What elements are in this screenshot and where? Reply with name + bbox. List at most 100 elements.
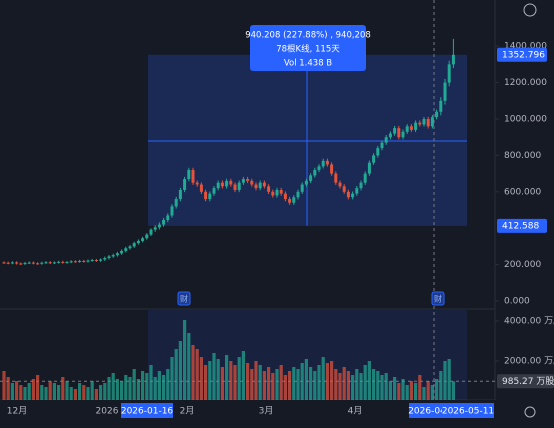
volume-bar — [90, 381, 94, 401]
volume-bar — [166, 369, 170, 401]
candle-body — [292, 197, 296, 203]
candle-body — [141, 238, 145, 241]
candle-body — [397, 128, 401, 138]
volume-bar — [149, 365, 153, 401]
volume-bar — [19, 385, 23, 401]
candle-body — [254, 184, 258, 189]
volume-bar — [250, 369, 254, 401]
candle-body — [27, 262, 31, 264]
candle-body — [443, 82, 447, 101]
volume-bar — [187, 333, 191, 401]
candle-body — [191, 169, 195, 183]
candle-body — [204, 191, 208, 200]
badge-label: 财 — [434, 294, 442, 304]
candle-body — [183, 179, 187, 190]
candle-body — [166, 215, 170, 221]
volume-bar — [246, 363, 250, 401]
volume-bar — [426, 381, 430, 401]
candle-body — [430, 117, 434, 127]
candle-body — [48, 262, 52, 264]
volume-bar — [292, 367, 296, 401]
y-tick-label: 4000.00 万股 — [504, 316, 554, 327]
candle-body — [439, 100, 443, 112]
measure-tooltip — [250, 25, 366, 71]
candle-body — [384, 137, 388, 143]
candle-body — [283, 193, 287, 200]
volume-tag — [497, 374, 554, 389]
candle-body — [52, 262, 56, 264]
volume-bar — [124, 375, 128, 401]
candle-body — [317, 166, 321, 170]
volume-bar — [388, 381, 392, 401]
price-tag — [497, 47, 547, 62]
candle-body — [388, 133, 392, 138]
volume-bar — [216, 359, 220, 401]
volume-bar — [401, 379, 405, 401]
volume-bar — [405, 385, 409, 401]
volume-bar — [288, 371, 292, 401]
candle-body — [157, 224, 161, 228]
candle-body — [451, 54, 455, 65]
volume-bar — [229, 361, 233, 401]
price-tag-label: 412.588 — [502, 221, 539, 231]
candle-body — [128, 246, 132, 249]
volume-bar — [61, 377, 65, 401]
candle-body — [99, 259, 103, 261]
volume-bar — [212, 353, 216, 401]
badge — [431, 291, 445, 306]
candle-body — [351, 193, 355, 198]
volume-bar — [107, 377, 111, 401]
volume-bar — [178, 341, 182, 401]
candle-body — [65, 262, 69, 264]
candle-body — [422, 119, 426, 125]
candle-body — [90, 260, 94, 262]
volume-bar — [199, 357, 203, 401]
candle-body — [136, 240, 140, 244]
settings-icon[interactable] — [523, 3, 537, 17]
candle-body — [346, 191, 350, 198]
candle-body — [262, 182, 266, 187]
candle-body — [246, 179, 250, 181]
candle-body — [414, 122, 418, 130]
candle-body — [296, 191, 300, 198]
badge — [177, 291, 191, 306]
volume-bar — [15, 381, 19, 401]
volume-bar — [418, 375, 422, 401]
candle-body — [216, 182, 220, 189]
volume-bar — [36, 375, 40, 401]
measure-tooltip-line: 78根K线, 115天 — [276, 44, 340, 55]
volume-bar — [120, 381, 124, 401]
candle-body — [162, 220, 166, 225]
volume-bar — [451, 381, 455, 401]
x-tick-label: 3月 — [259, 406, 274, 417]
candle-body — [250, 180, 254, 185]
candle-body — [380, 142, 384, 149]
volume-bar — [342, 367, 346, 401]
volume-bar — [372, 369, 376, 401]
price-tag-label: 1352.796 — [502, 50, 545, 60]
y-tick-label: 2000.00 万股 — [504, 356, 554, 367]
volume-bar — [397, 383, 401, 401]
measure-tooltip-line: Vol 1.438 B — [284, 59, 332, 69]
volume-bar — [233, 365, 237, 401]
candle-body — [355, 188, 359, 194]
candle-body — [313, 169, 317, 176]
volume-bar — [334, 369, 338, 401]
x-tick-label: 2026 — [96, 407, 119, 417]
volume-bar — [153, 377, 157, 401]
volume-bar — [351, 375, 355, 401]
settings-icon[interactable] — [524, 406, 536, 418]
candle-body — [174, 199, 178, 207]
candle-body — [170, 206, 174, 216]
volume-bar — [279, 365, 283, 401]
volume-bar — [267, 367, 271, 401]
volume-bar — [111, 373, 115, 401]
candle-body — [241, 179, 245, 183]
volume-bar — [296, 369, 300, 401]
x-highlight — [409, 403, 445, 418]
candle-body — [36, 263, 40, 265]
volume-bar — [309, 367, 313, 401]
volume-bar — [44, 387, 48, 401]
candle-body — [31, 262, 35, 264]
